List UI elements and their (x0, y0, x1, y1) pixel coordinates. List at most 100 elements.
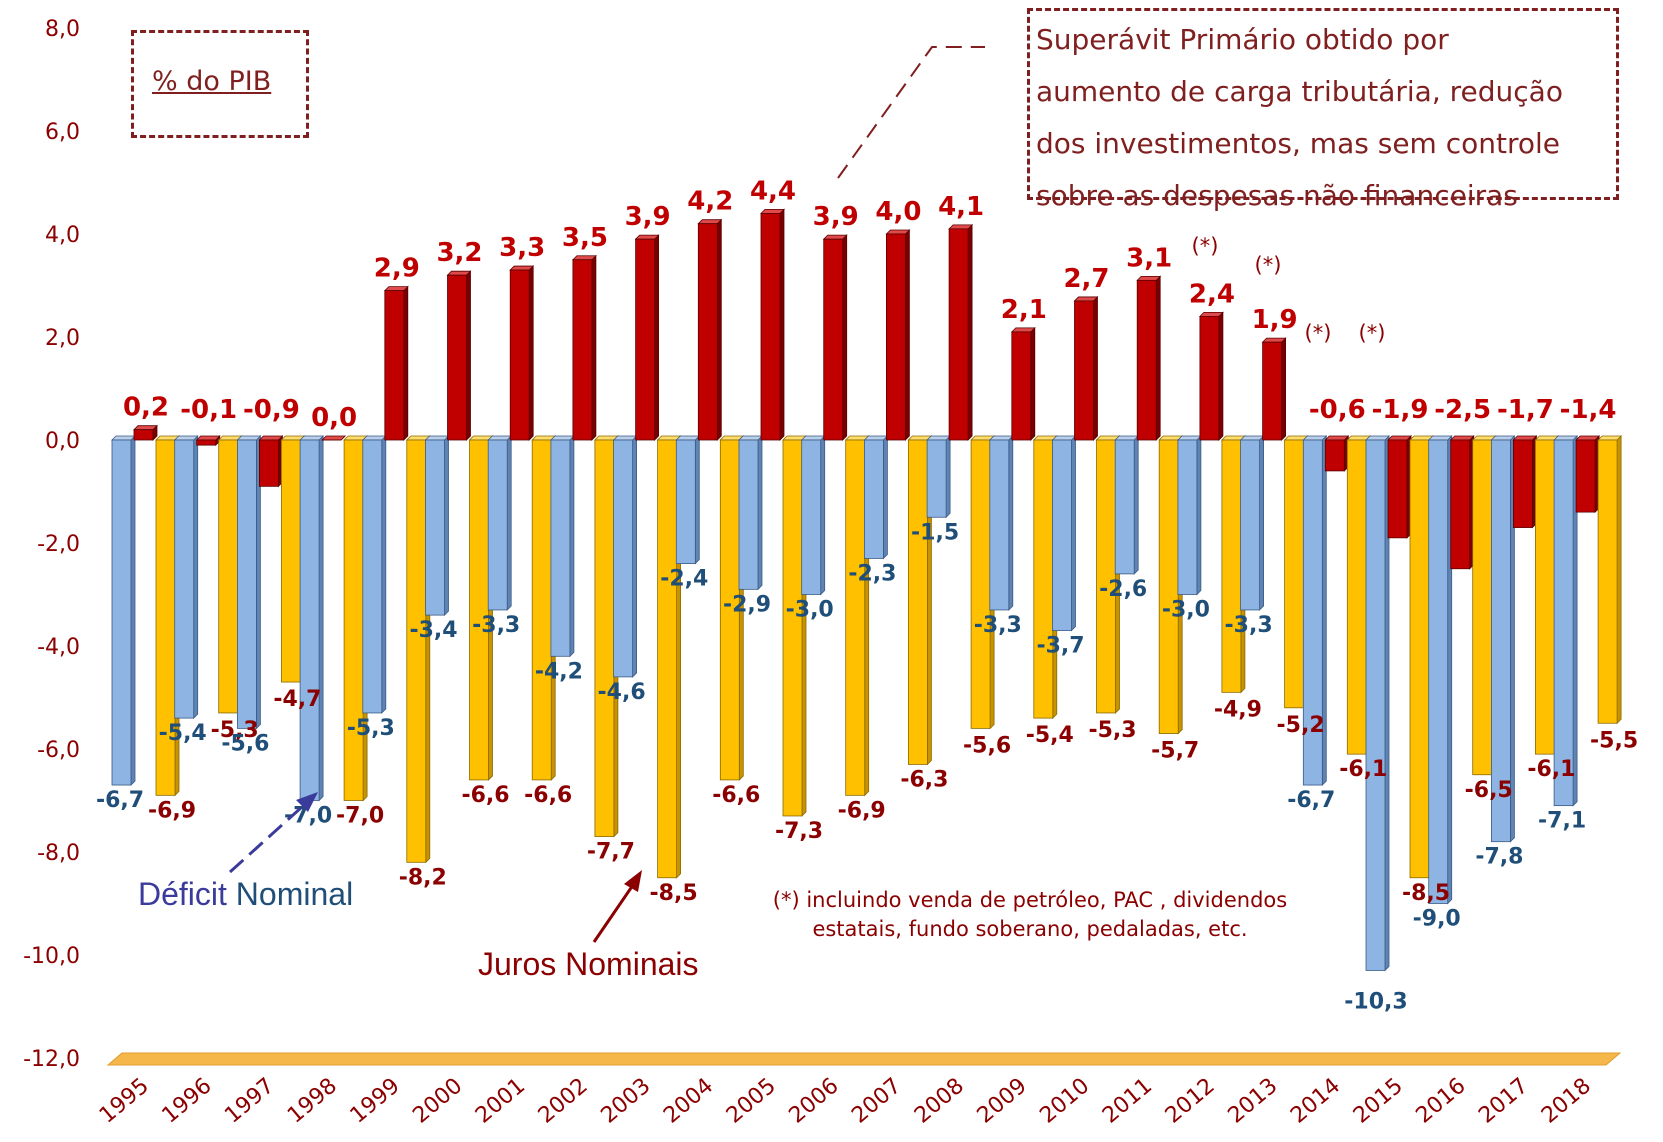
y-tick-label: -8,0 (37, 841, 80, 866)
deficit-bar-front (1553, 439, 1574, 807)
deficit-bar (863, 435, 889, 560)
juros-bar-front (1096, 439, 1116, 714)
deficit-arrow-head (296, 792, 318, 812)
footnote: (*) incluindo venda de petróleo, PAC , d… (720, 886, 1340, 944)
juros-value-label: -5,6 (963, 733, 1011, 758)
deficit-bar-side (193, 435, 199, 720)
primario-bar (195, 435, 221, 447)
x-tick-label: 2004 (659, 1073, 718, 1128)
y-tick-label: -12,0 (23, 1047, 80, 1072)
x-tick-label: 2012 (1161, 1073, 1220, 1128)
deficit-bar-side (1071, 435, 1076, 632)
primario-bar-side (466, 270, 471, 441)
juros-value-label: -5,4 (1026, 723, 1074, 748)
x-tick-label: 1997 (220, 1073, 279, 1128)
x-tick-label: 2013 (1223, 1073, 1282, 1128)
y-tick-label: 4,0 (45, 223, 80, 248)
primario-bar (1073, 295, 1099, 441)
primario-bar-front (823, 238, 844, 441)
juros-bar-front (1158, 439, 1179, 734)
primario-bar (1575, 435, 1601, 514)
deficit-bar-front (299, 439, 320, 801)
x-tick-label: 1998 (283, 1073, 342, 1128)
asterisk-mark: (*) (1359, 321, 1386, 345)
deficit-bar (549, 435, 575, 658)
deficit-bar (1239, 435, 1265, 611)
primario-bar (1010, 326, 1036, 441)
primario-value-label: -2,5 (1434, 395, 1491, 425)
juros-bar-front (1409, 439, 1430, 879)
y-tick-label: 8,0 (45, 17, 80, 42)
deficit-value-label: -1,5 (911, 520, 959, 545)
primario-bar-top (822, 234, 848, 240)
juros-value-label: -7,0 (336, 804, 384, 829)
deficit-bar-side (569, 435, 575, 658)
value-labels: -6,70,2-6,9-5,4-0,1-5,3-5,6-0,9-4,7-7,00… (96, 176, 1638, 1014)
primario-bar-front (509, 269, 530, 441)
primario-value-label: 3,2 (436, 238, 482, 268)
primario-bar (1136, 275, 1162, 441)
deficit-bar-top (487, 435, 513, 441)
primario-bar-top (133, 425, 158, 431)
deficit-bar (424, 435, 450, 617)
juros-bar-top (1597, 435, 1623, 441)
primario-bar-top (258, 435, 284, 441)
juros-bar-front (469, 439, 489, 781)
deficit-value-label: -2,6 (1099, 577, 1147, 602)
deficit-bar-front (801, 439, 822, 595)
primario-bar (948, 223, 974, 441)
juros-bar-side (1616, 435, 1622, 725)
primario-bar-side (716, 218, 722, 441)
deficit-bar (612, 435, 638, 678)
primario-bar-top (885, 229, 911, 235)
deficit-bar (111, 435, 136, 787)
deficit-bar-top (1302, 435, 1328, 441)
y-axis-ticks: 8,0 6,0 4,0 2,0 0,0 -2,0 -4,0 -6,0 -8,0 -10,0 -12,… (23, 17, 80, 1072)
juros-value-label: -5,3 (211, 718, 259, 743)
x-tick-label: 1999 (346, 1073, 405, 1128)
primario-bar-front (1575, 439, 1596, 513)
primario-bar-front (697, 223, 718, 441)
juros-bar-front (218, 439, 239, 714)
deficit-bar-front (926, 439, 947, 518)
deficit-bar (675, 435, 701, 565)
deficit-bar-side (1259, 435, 1264, 611)
deficit-bar (1051, 435, 1077, 632)
deficit-value-label: -7,8 (1475, 845, 1523, 870)
primario-bar (446, 270, 472, 441)
juros-value-label: -6,5 (1465, 778, 1513, 803)
deficit-bar-top (612, 435, 638, 441)
juros-bar-front (1221, 439, 1242, 693)
deficit-bar-side (945, 435, 951, 519)
primario-value-label: 2,1 (1001, 295, 1047, 325)
primario-bar-front (1199, 315, 1220, 441)
primario-value-label: 0,2 (123, 393, 169, 423)
x-tick-label: 2000 (408, 1073, 467, 1128)
deficit-bar-front (738, 439, 759, 590)
note-line-4: sobre as despesas não financeiras (1036, 179, 1518, 212)
deficit-bar (1114, 435, 1140, 575)
x-tick-label: 2015 (1349, 1073, 1408, 1128)
y-tick-label: -2,0 (37, 532, 80, 557)
deficit-value-label: -7,1 (1538, 809, 1586, 834)
deficit-value-label: -3,7 (1036, 634, 1084, 659)
juros-bar-front (1284, 439, 1304, 709)
chart-floor (106, 1052, 1622, 1066)
deficit-bar (1302, 435, 1328, 787)
primario-value-label: 3,1 (1126, 243, 1172, 273)
primario-bar (1512, 435, 1538, 529)
y-tick-label: -4,0 (37, 635, 80, 660)
deficit-bar (926, 435, 952, 519)
juros-bar-front (406, 439, 427, 863)
juros-value-label: -7,7 (587, 840, 635, 865)
primario-bar-top (697, 219, 723, 225)
primario-bar-front (447, 274, 467, 441)
primario-bar-front (133, 429, 154, 441)
juros-value-label: -5,7 (1151, 739, 1199, 764)
primario-bar-front (1074, 300, 1094, 441)
note-line-3: dos investimentos, mas sem controle (1036, 127, 1561, 160)
deficit-bar-front (989, 439, 1010, 611)
deficit-bar-top (863, 435, 889, 441)
deficit-bar-top (236, 435, 262, 441)
juros-value-label: -8,5 (1402, 881, 1450, 906)
